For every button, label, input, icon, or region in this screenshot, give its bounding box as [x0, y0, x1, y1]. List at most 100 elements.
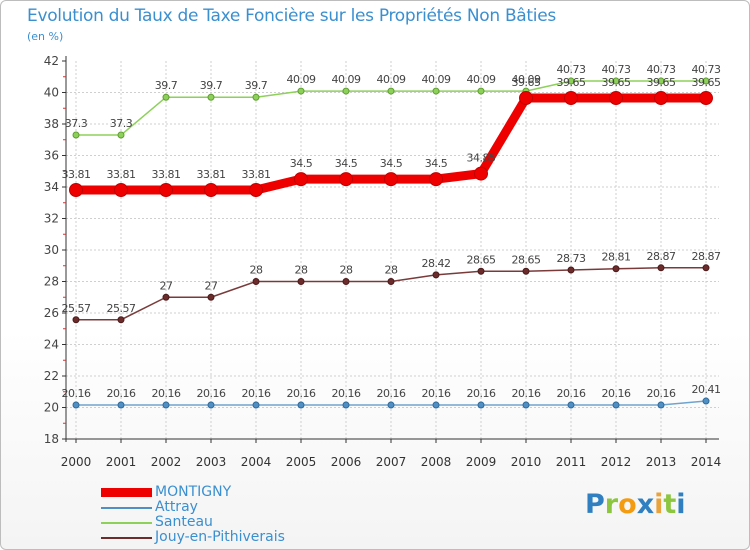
data-point-jouy-en-pithiverais-2006 [342, 278, 350, 285]
data-point-montigny-2003 [204, 182, 218, 197]
legend-label-santeau: Santeau [155, 514, 213, 530]
data-label-jouy-en-pithiverais-2002: 27 [160, 279, 173, 292]
data-point-santeau-2006 [342, 87, 350, 95]
data-label-attray-2002: 20.16 [152, 387, 181, 400]
data-label-santeau-2011: 40.73 [557, 63, 586, 76]
data-point-santeau-2014 [702, 77, 710, 85]
legend-item-jouy-en-pithiverais: Jouy-en-Pithiverais [101, 530, 361, 545]
data-label-santeau-2006: 40.09 [332, 73, 361, 86]
data-label-montigny-2009: 34.85 [467, 152, 496, 165]
data-label-jouy-en-pithiverais-2007: 28 [385, 264, 398, 277]
data-point-santeau-2013 [657, 77, 665, 85]
data-point-jouy-en-pithiverais-2003 [207, 293, 215, 301]
y-tick-label-18: 18 [44, 432, 59, 446]
data-label-montigny-2003: 33.81 [197, 168, 226, 181]
data-label-santeau-2003: 39.7 [200, 79, 223, 92]
data-label-attray-2013: 20.16 [647, 387, 676, 400]
data-point-santeau-2004 [252, 93, 260, 101]
y-tick-label-36: 36 [44, 149, 59, 163]
data-point-montigny-2009 [474, 166, 488, 181]
data-label-attray-2011: 20.16 [557, 387, 586, 400]
y-axis-unit-label: (en %) [27, 30, 64, 43]
data-point-jouy-en-pithiverais-2007 [387, 278, 395, 285]
y-tick-label-34: 34 [44, 180, 59, 194]
x-tick-label-2007: 2007 [376, 455, 407, 469]
data-label-montigny-2012: 39.65 [602, 76, 631, 89]
data-point-santeau-2002 [162, 93, 170, 101]
data-point-attray-2008 [432, 401, 440, 409]
x-tick-label-2001: 2001 [106, 455, 137, 469]
chart-title: Evolution du Taux de Taxe Foncière sur l… [27, 6, 556, 26]
legend-label-jouy-en-pithiverais: Jouy-en-Pithiverais [155, 529, 285, 545]
data-point-attray-2003 [207, 401, 215, 409]
y-tick-label-42: 42 [44, 54, 59, 68]
data-point-montigny-2012 [609, 91, 623, 106]
data-point-attray-2005 [297, 401, 305, 409]
chart-legend: MONTIGNY Attray Santeau Jouy-en-Pithiver… [101, 485, 361, 545]
data-label-montigny-2006: 34.5 [335, 157, 358, 170]
legend-label-attray: Attray [155, 499, 198, 515]
data-label-santeau-2012: 40.73 [602, 63, 631, 76]
data-point-attray-2014 [702, 397, 710, 405]
data-label-montigny-2008: 34.5 [425, 157, 448, 170]
data-label-montigny-2000: 33.81 [62, 168, 91, 181]
data-point-jouy-en-pithiverais-2004 [252, 278, 260, 285]
y-tick-label-26: 26 [44, 306, 59, 320]
data-label-santeau-2005: 40.09 [287, 73, 316, 86]
data-label-attray-2010: 20.16 [512, 387, 541, 400]
data-label-jouy-en-pithiverais-2003: 27 [205, 279, 218, 292]
data-label-attray-2009: 20.16 [467, 387, 496, 400]
data-label-attray-2007: 20.16 [377, 387, 406, 400]
data-label-jouy-en-pithiverais-2010: 28.65 [512, 253, 541, 266]
x-tick-label-2009: 2009 [466, 455, 497, 469]
data-point-attray-2001 [117, 401, 125, 409]
data-label-attray-2003: 20.16 [197, 387, 226, 400]
legend-swatch-attray [101, 507, 152, 509]
data-label-santeau-2014: 40.73 [692, 63, 721, 76]
data-point-jouy-en-pithiverais-2011 [567, 266, 575, 274]
data-label-santeau-2001: 37.3 [110, 117, 133, 130]
y-tick-label-32: 32 [44, 212, 59, 226]
data-point-santeau-2008 [432, 87, 440, 95]
data-point-jouy-en-pithiverais-2005 [297, 278, 305, 285]
data-label-montigny-2014: 39.65 [692, 76, 721, 89]
data-label-jouy-en-pithiverais-2011: 28.73 [557, 252, 586, 265]
data-point-jouy-en-pithiverais-2012 [612, 265, 620, 273]
data-point-attray-2006 [342, 401, 350, 409]
data-label-santeau-2000: 37.3 [65, 117, 88, 130]
data-point-attray-2000 [72, 401, 80, 409]
data-point-santeau-2007 [387, 87, 395, 95]
data-point-montigny-2004 [249, 182, 263, 197]
data-label-santeau-2002: 39.7 [155, 79, 178, 92]
data-point-attray-2010 [522, 401, 530, 409]
data-point-attray-2007 [387, 401, 395, 409]
x-tick-label-2006: 2006 [331, 455, 362, 469]
data-label-jouy-en-pithiverais-2000: 25.57 [62, 302, 91, 315]
x-tick-label-2011: 2011 [556, 455, 587, 469]
data-point-montigny-2014 [699, 91, 713, 106]
x-tick-label-2004: 2004 [241, 455, 272, 469]
data-label-attray-2008: 20.16 [422, 387, 451, 400]
data-label-jouy-en-pithiverais-2001: 25.57 [107, 302, 136, 315]
data-point-attray-2002 [162, 401, 170, 409]
data-label-jouy-en-pithiverais-2008: 28.42 [422, 257, 451, 270]
data-point-jouy-en-pithiverais-2009 [477, 267, 485, 275]
x-tick-label-2012: 2012 [601, 455, 632, 469]
x-tick-label-2000: 2000 [61, 455, 92, 469]
data-label-santeau-2010: 40.09 [512, 73, 541, 86]
y-tick-label-28: 28 [44, 275, 59, 289]
legend-label-montigny: MONTIGNY [155, 484, 232, 500]
data-point-santeau-2005 [297, 87, 305, 95]
data-point-jouy-en-pithiverais-2000 [72, 316, 80, 324]
data-label-montigny-2011: 39.65 [557, 76, 586, 89]
y-tick-label-20: 20 [44, 401, 59, 415]
y-tick-label-24: 24 [44, 338, 59, 352]
y-tick-label-30: 30 [44, 243, 59, 257]
data-label-santeau-2013: 40.73 [647, 63, 676, 76]
y-tick-label-22: 22 [44, 369, 59, 383]
legend-swatch-santeau [101, 522, 152, 524]
data-label-montigny-2013: 39.65 [647, 76, 676, 89]
data-label-attray-2005: 20.16 [287, 387, 316, 400]
